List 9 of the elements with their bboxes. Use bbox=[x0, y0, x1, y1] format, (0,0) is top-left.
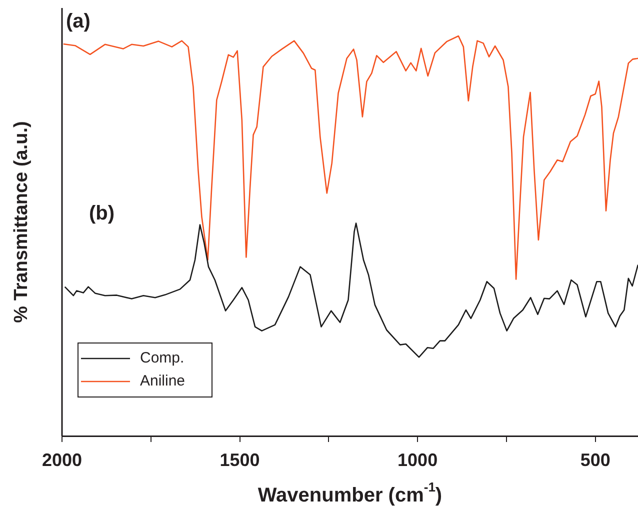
x-tick-label: 1500 bbox=[220, 450, 260, 470]
x-tick-label: 500 bbox=[580, 450, 610, 470]
x-tick-label: 2000 bbox=[42, 450, 82, 470]
text: (a) bbox=[66, 10, 90, 33]
legend-label: Comp. bbox=[140, 350, 184, 367]
x-tick-label: 1000 bbox=[398, 450, 438, 470]
y-axis-title: % Transmittance (a.u.) bbox=[11, 121, 32, 323]
legend-label: Aniline bbox=[140, 372, 186, 390]
annotation: (b) bbox=[89, 202, 115, 225]
